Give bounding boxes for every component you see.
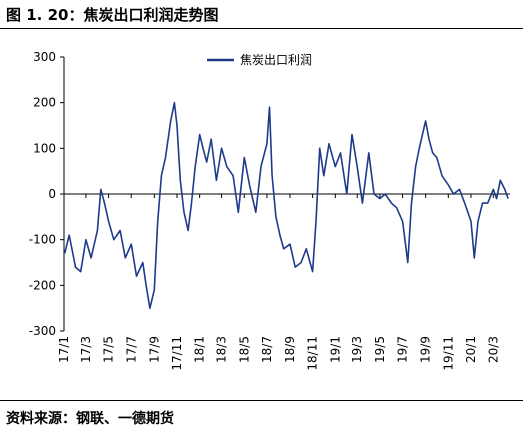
series-line — [63, 101, 509, 310]
figure-source: 资料来源：钢联、一德期货 — [6, 411, 174, 427]
x-tick-label: 17/5 — [102, 336, 116, 363]
x-tick-label: 17/11 — [170, 336, 184, 371]
x-tick-label: 18/1 — [193, 336, 207, 363]
x-tick-label: 17/7 — [124, 336, 138, 363]
y-tick-label: 300 — [33, 50, 56, 64]
y-tick-label: 200 — [33, 96, 56, 110]
x-tick-label: 17/9 — [147, 336, 161, 363]
x-tick-label: 19/1 — [328, 336, 342, 363]
title-divider — [0, 28, 523, 29]
x-tick-label: 17/1 — [57, 336, 71, 363]
y-tick-label: -200 — [29, 278, 56, 292]
x-tick-label: 20/3 — [486, 336, 500, 363]
y-tick-label: 100 — [33, 141, 56, 155]
y-axis: -300 -200 -100 0 100 200 300 — [29, 50, 65, 338]
x-tick-label: 18/3 — [215, 336, 229, 363]
y-tick-label: -100 — [29, 233, 56, 247]
y-tick-label: 0 — [48, 187, 56, 201]
x-tick-label: 18/5 — [237, 336, 251, 363]
x-tick-label: 18/11 — [306, 336, 320, 371]
legend-label: 焦炭出口利润 — [240, 53, 312, 67]
x-tick-label: 19/3 — [350, 336, 364, 363]
x-tick-label: 19/9 — [419, 336, 433, 363]
series-group — [63, 101, 509, 310]
x-tick-label: 19/5 — [373, 336, 387, 363]
x-tick-label: 19/11 — [441, 336, 455, 371]
legend: 焦炭出口利润 — [207, 53, 312, 67]
x-tick-label: 17/3 — [79, 336, 93, 363]
x-tick-label: 19/7 — [396, 336, 410, 363]
x-tick-label: 20/1 — [464, 336, 478, 363]
source-divider — [0, 400, 523, 401]
y-tick-label: -300 — [29, 324, 56, 338]
x-tick-label: 18/9 — [283, 336, 297, 363]
x-tick-label: 18/7 — [260, 336, 274, 363]
figure-title: 图 1. 20：焦炭出口利润走势图 — [6, 6, 219, 24]
x-axis: 17/1 17/3 17/5 17/7 17/9 17/11 18/1 18/3 18/5 18/… — [57, 193, 510, 371]
